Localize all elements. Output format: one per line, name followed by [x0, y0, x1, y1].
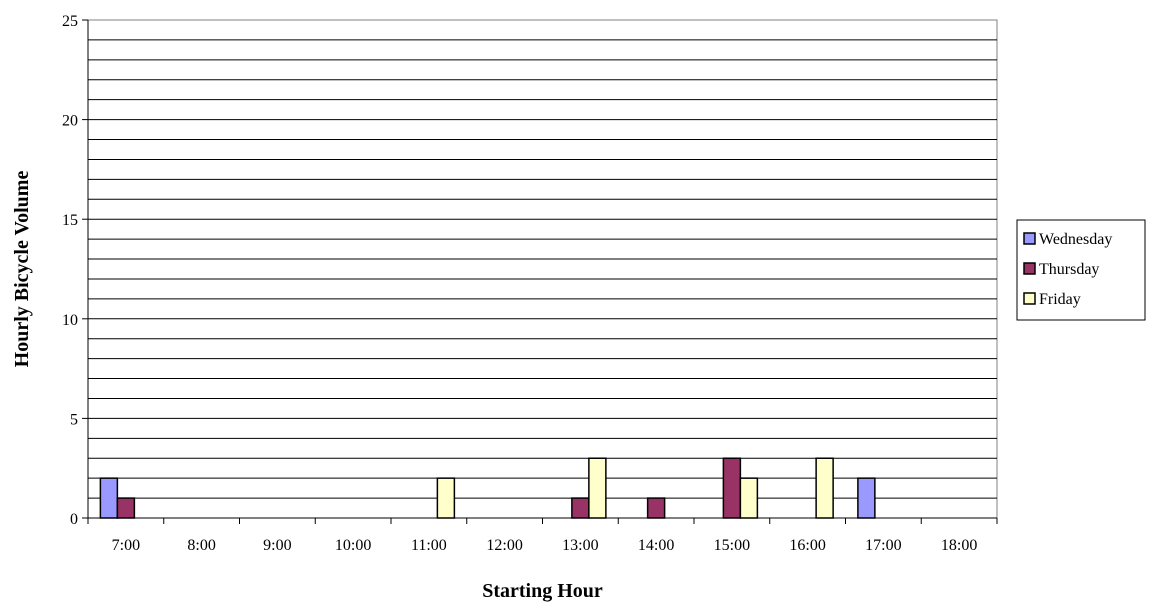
bar-friday-1500: [739, 477, 759, 519]
x-tick-label: 8:00: [187, 537, 215, 554]
x-axis-title: Starting Hour: [482, 580, 603, 602]
legend-label-wednesday: Wednesday: [1039, 231, 1112, 248]
plot-area: [87, 19, 998, 519]
x-tick-label: 10:00: [335, 537, 371, 554]
bar-thursday-700: [116, 497, 136, 519]
y-axis: 0 5 10 15 20 25: [62, 13, 89, 528]
y-tick-label: 0: [70, 511, 78, 528]
x-tick-label: 12:00: [486, 537, 522, 554]
grid-lines: [88, 39, 997, 499]
legend-swatch-thursday: [1023, 262, 1036, 275]
legend-swatch-friday: [1023, 292, 1036, 305]
y-tick-label: 15: [62, 212, 78, 229]
x-tick-label: 14:00: [638, 537, 674, 554]
x-tick-label: 18:00: [941, 537, 977, 554]
x-tick-label: 7:00: [112, 537, 140, 554]
legend: Wednesday Thursday Friday: [1016, 219, 1146, 321]
y-tick-label: 20: [62, 113, 78, 130]
y-tick-label: 25: [62, 13, 78, 30]
bar-thursday-1500: [722, 457, 742, 519]
bar-friday-1300: [588, 457, 607, 519]
y-tick-label: 10: [62, 312, 78, 329]
legend-label-friday: Friday: [1039, 291, 1081, 308]
bar-thursday-1300: [571, 497, 590, 519]
bar-friday-1600: [815, 457, 834, 519]
bar-wednesday-700: [99, 477, 119, 519]
legend-box: [1016, 219, 1146, 321]
legend-label-thursday: Thursday: [1039, 261, 1099, 278]
y-axis-title: Hourly Bicycle Volume: [11, 171, 33, 368]
bar-friday-1100: [436, 477, 456, 519]
bar-thursday-1400: [646, 497, 666, 519]
x-axis: 7:00 8:00 9:00 10:00 11:00 12:00 13:00 14:00 15:…: [87, 517, 998, 554]
bars: [99, 457, 876, 519]
x-tick-label: 11:00: [411, 537, 447, 554]
bar-wednesday-1700: [857, 477, 876, 519]
x-tick-label: 16:00: [789, 537, 825, 554]
x-tick-label: 17:00: [865, 537, 901, 554]
x-tick-label: 13:00: [562, 537, 598, 554]
y-tick-label: 5: [70, 411, 78, 428]
x-tick-label: 15:00: [714, 537, 750, 554]
legend-swatch-wednesday: [1023, 232, 1036, 245]
x-tick-label: 9:00: [263, 537, 291, 554]
